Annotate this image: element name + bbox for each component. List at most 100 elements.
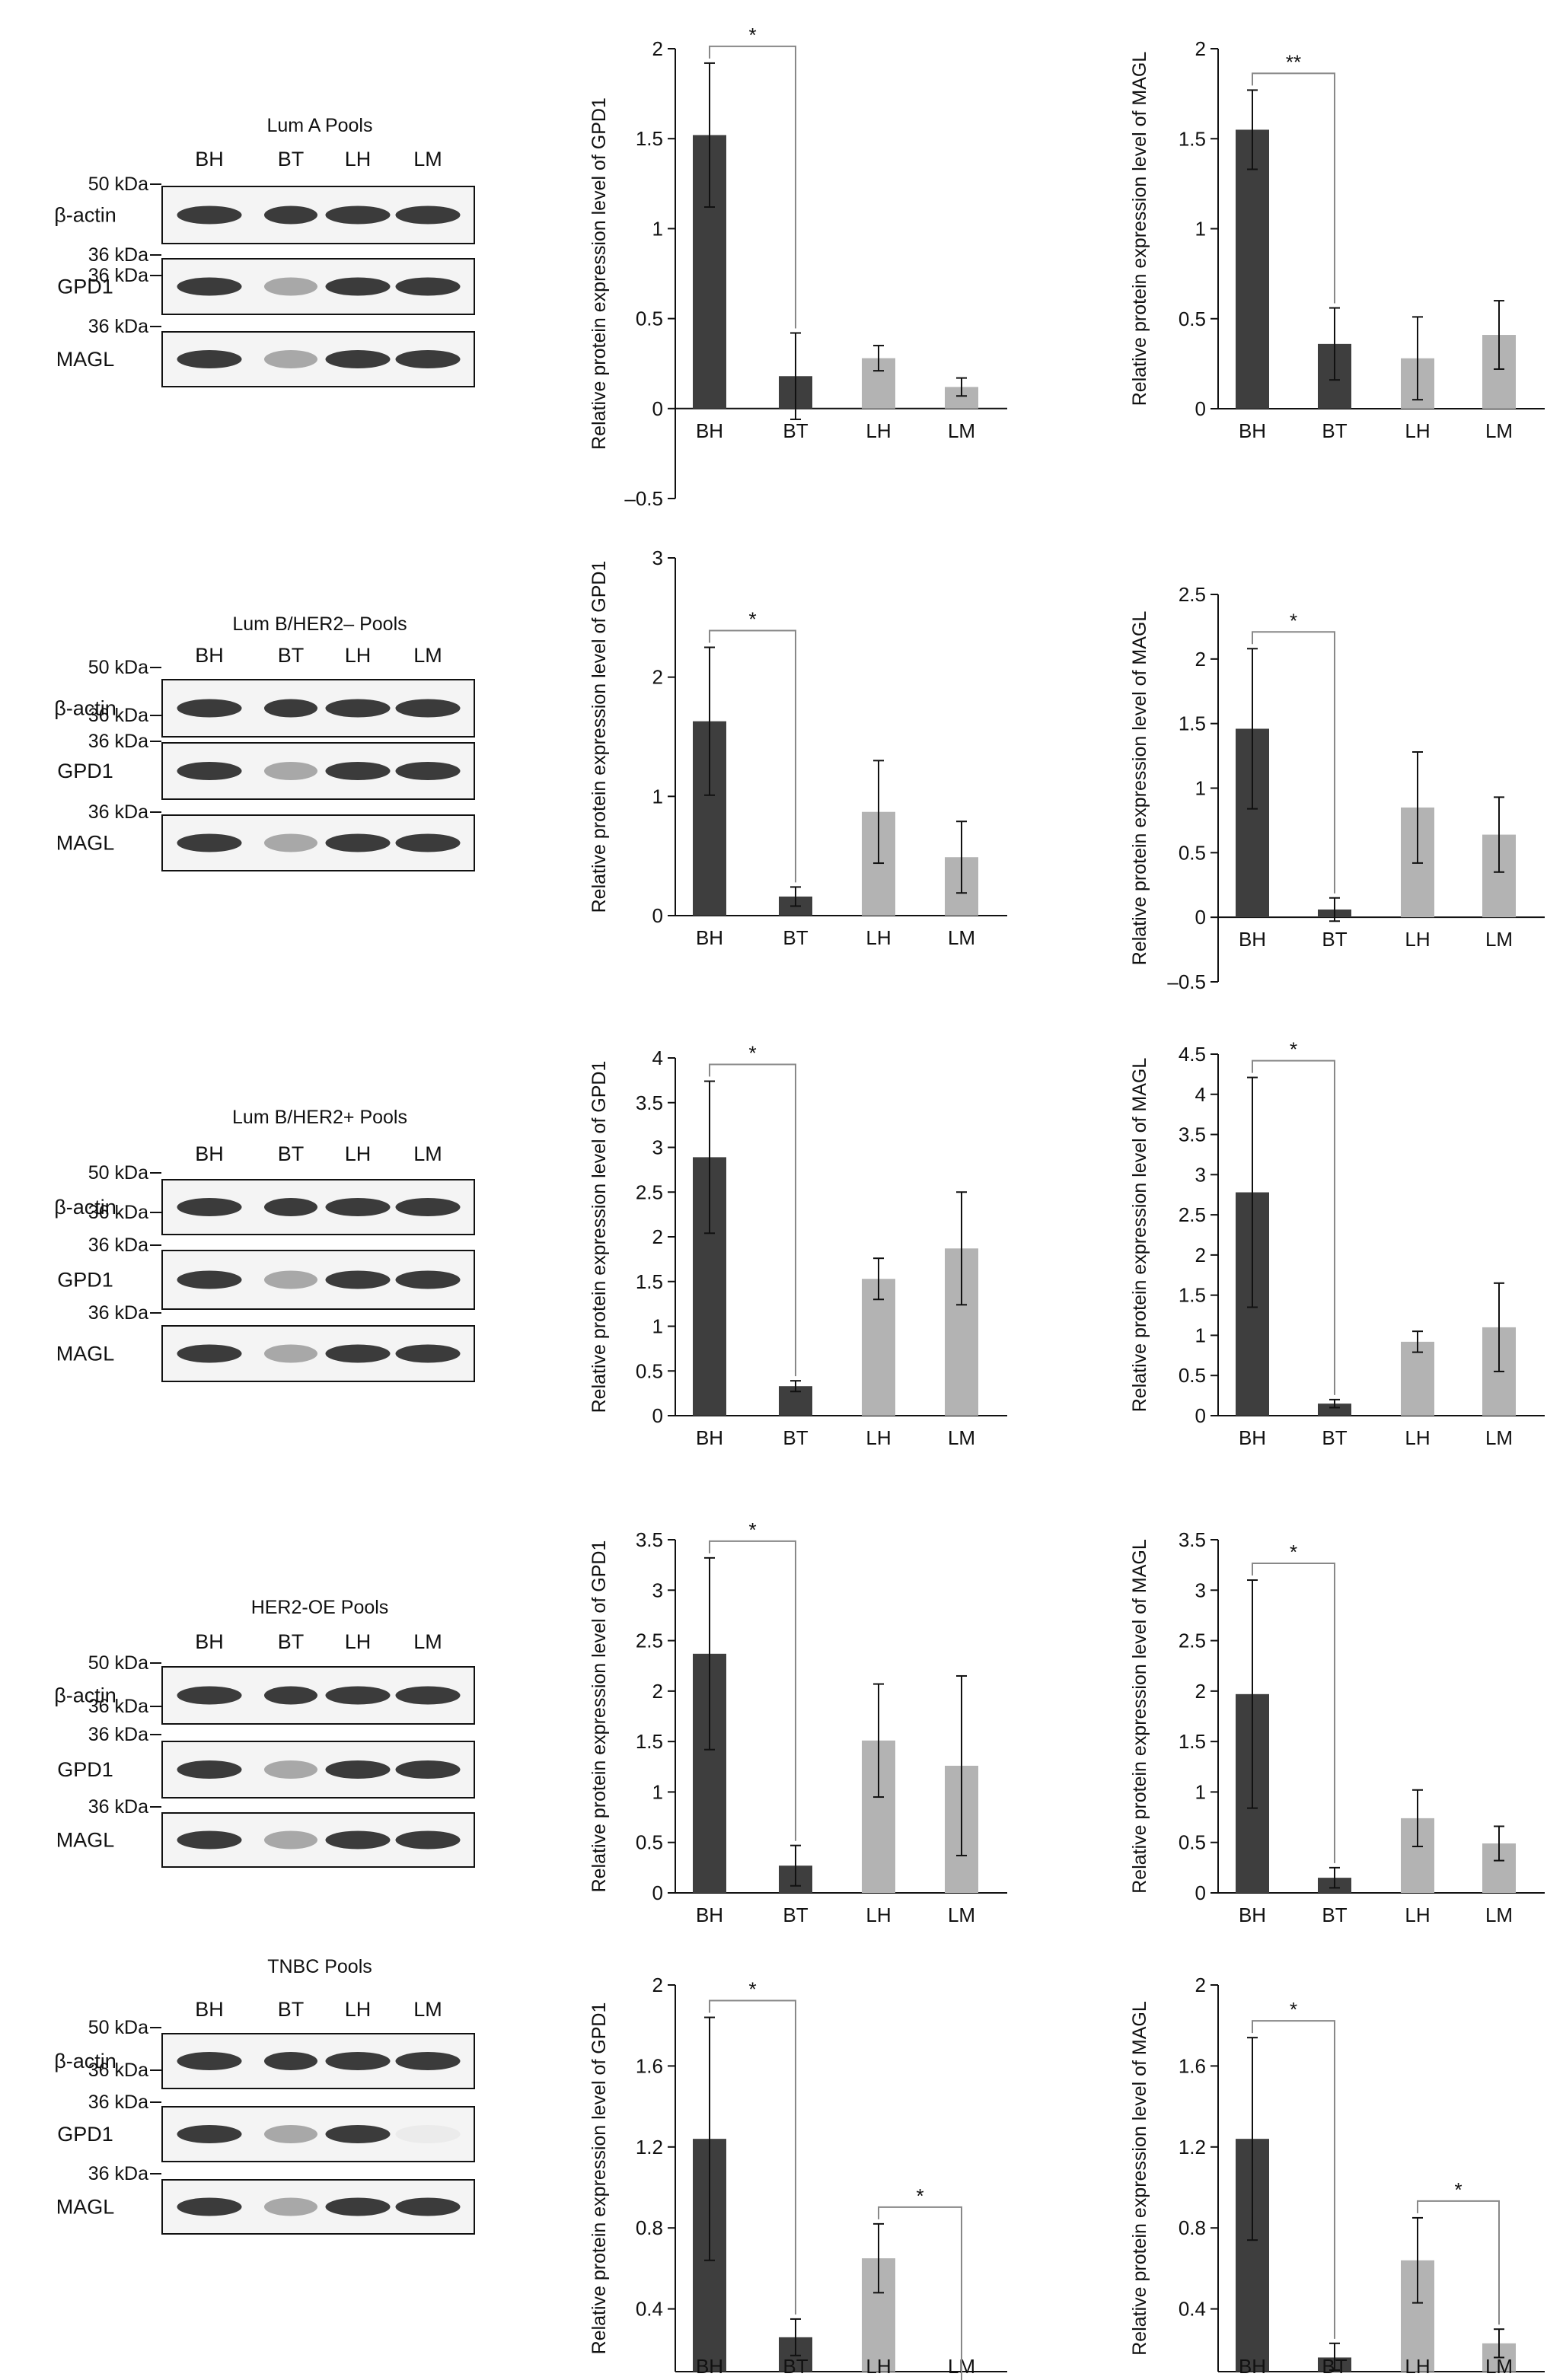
marker-label-36kda: 36 kDa bbox=[88, 2060, 148, 2081]
lane-label: LH bbox=[345, 148, 372, 170]
protein-band bbox=[177, 833, 242, 852]
marker-label-50kda: 50 kDa bbox=[88, 1652, 148, 1674]
western-blot-panel: Lum B/HER2+ Pools BH BT LH LM 50 kDa 36 kDa 36 … bbox=[54, 1107, 475, 1382]
protein-band bbox=[177, 1270, 242, 1289]
significance-bracket bbox=[709, 1063, 796, 1377]
marker-label-36kda: 36 kDa bbox=[88, 1202, 148, 1223]
lane-label: BT bbox=[278, 1630, 305, 1653]
y-tick-label: 3.5 bbox=[636, 1091, 663, 1114]
lane-label: BH bbox=[195, 1142, 224, 1165]
protein-band bbox=[264, 1686, 317, 1705]
protein-label: β-actin bbox=[54, 204, 116, 227]
marker-label-50kda: 50 kDa bbox=[88, 657, 148, 678]
protein-band bbox=[177, 1344, 242, 1363]
marker-label-50kda: 50 kDa bbox=[88, 2017, 148, 2038]
protein-band bbox=[325, 277, 391, 296]
y-axis-label: Relative protein expression level of GPD… bbox=[588, 97, 610, 450]
y-tick-label: 0.5 bbox=[636, 307, 663, 330]
protein-band bbox=[264, 699, 317, 718]
y-tick-label: 0.5 bbox=[1179, 1364, 1206, 1387]
y-tick-label: 1.5 bbox=[636, 127, 663, 150]
significance-bracket bbox=[709, 1540, 796, 1841]
marker-label-36kda: 36 kDa bbox=[88, 2163, 148, 2184]
protein-label: GPD1 bbox=[57, 2123, 113, 2146]
lane-label: LH bbox=[345, 1142, 372, 1165]
protein-label: GPD1 bbox=[57, 760, 113, 782]
lane-label: LM bbox=[413, 148, 442, 170]
blot-title: Lum B/HER2– Pools bbox=[232, 613, 407, 635]
protein-band bbox=[325, 1686, 391, 1705]
protein-band bbox=[395, 1686, 461, 1705]
x-tick-label: LM bbox=[948, 419, 975, 442]
x-tick-label: LM bbox=[1485, 1426, 1513, 1449]
y-axis-label: Relative protein expression level of MAG… bbox=[1129, 2001, 1150, 2356]
blot-title: TNBC Pools bbox=[267, 1956, 372, 1977]
y-tick-label: 3 bbox=[1195, 1163, 1206, 1186]
marker-label-36kda: 36 kDa bbox=[88, 801, 148, 823]
x-tick-label: LH bbox=[866, 419, 891, 442]
protein-band bbox=[395, 1270, 461, 1289]
y-tick-label: 4 bbox=[652, 1047, 663, 1069]
significance-bracket bbox=[1252, 1059, 1335, 1395]
y-tick-label: 3.5 bbox=[1179, 1123, 1206, 1146]
protein-band bbox=[177, 1686, 242, 1705]
y-tick-label: 2 bbox=[652, 37, 663, 60]
protein-band bbox=[395, 277, 461, 296]
protein-band bbox=[395, 2125, 461, 2143]
lane-label: BT bbox=[278, 644, 305, 667]
y-tick-label: 0 bbox=[1195, 1404, 1206, 1427]
protein-band bbox=[325, 2197, 391, 2216]
protein-label: MAGL bbox=[56, 1343, 115, 1365]
y-axis-label: Relative protein expression level of GPD… bbox=[588, 1540, 610, 1893]
significance-marker: * bbox=[748, 1042, 756, 1065]
y-axis-label: Relative protein expression level of GPD… bbox=[588, 2002, 610, 2355]
bar-chart: 3 2 1 0 Relative protein expression level of… bbox=[588, 546, 1007, 949]
y-tick-label: 1.5 bbox=[1179, 1730, 1206, 1753]
marker-label-36kda: 36 kDa bbox=[88, 1235, 148, 1256]
marker-label-36kda: 36 kDa bbox=[88, 731, 148, 752]
significance-bracket bbox=[1252, 631, 1335, 894]
marker-label-36kda: 36 kDa bbox=[88, 316, 148, 337]
y-tick-label: 1 bbox=[1195, 1780, 1206, 1803]
protein-band bbox=[325, 2052, 391, 2070]
y-tick-label: 0.5 bbox=[1179, 307, 1206, 330]
y-tick-label: 2 bbox=[1195, 648, 1206, 671]
y-tick-label: 1.5 bbox=[1179, 1284, 1206, 1307]
significance-marker: * bbox=[1454, 2178, 1462, 2201]
y-tick-label: 1 bbox=[652, 785, 663, 808]
y-tick-label: 1 bbox=[652, 217, 663, 240]
y-tick-label: 4.5 bbox=[1179, 1043, 1206, 1066]
x-tick-label: LH bbox=[866, 1904, 891, 1926]
protein-band bbox=[177, 2197, 242, 2216]
protein-band bbox=[177, 2052, 242, 2070]
y-tick-label: –0.5 bbox=[624, 487, 663, 510]
y-tick-label: 1.5 bbox=[636, 1270, 663, 1293]
protein-band bbox=[264, 1198, 317, 1216]
marker-label-36kda: 36 kDa bbox=[88, 265, 148, 286]
protein-band bbox=[325, 833, 391, 852]
y-tick-label: 1.6 bbox=[636, 2054, 663, 2077]
y-tick-label: 1.5 bbox=[1179, 712, 1206, 735]
y-axis-label: Relative protein expression level of MAG… bbox=[1129, 1058, 1150, 1413]
protein-label: MAGL bbox=[56, 1829, 115, 1852]
x-tick-label: LM bbox=[1485, 2355, 1513, 2378]
x-tick-label: BH bbox=[696, 926, 723, 949]
lane-label: BH bbox=[195, 1630, 224, 1653]
significance-bracket bbox=[1417, 2200, 1500, 2325]
protein-band bbox=[264, 2052, 317, 2070]
x-tick-label: BH bbox=[1239, 419, 1266, 442]
x-tick-label: BH bbox=[1239, 2355, 1266, 2378]
x-tick-label: LH bbox=[866, 2355, 891, 2378]
y-tick-label: 0 bbox=[652, 1404, 663, 1427]
protein-band bbox=[395, 2197, 461, 2216]
protein-band bbox=[395, 1760, 461, 1779]
y-tick-label: 0 bbox=[652, 397, 663, 420]
significance-marker: * bbox=[1290, 1540, 1297, 1563]
y-tick-label: 2 bbox=[652, 1225, 663, 1248]
marker-label-36kda: 36 kDa bbox=[88, 705, 148, 726]
protein-band bbox=[264, 1344, 317, 1363]
protein-label: GPD1 bbox=[57, 1758, 113, 1781]
lane-label: LH bbox=[345, 1998, 372, 2021]
